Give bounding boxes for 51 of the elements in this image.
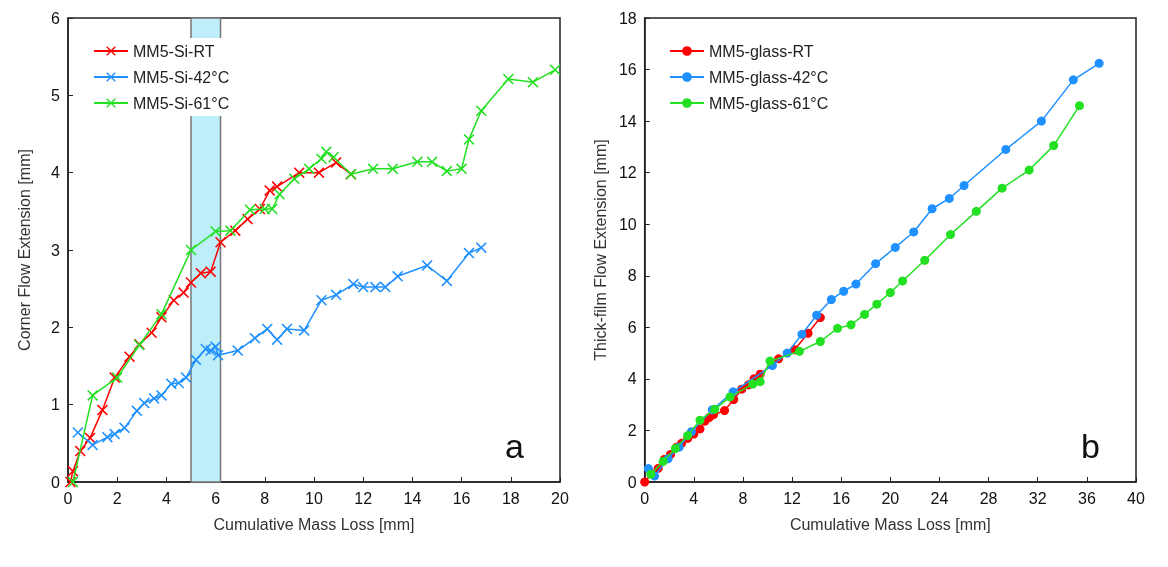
y-tick-label: 6 [627,318,637,336]
x-axis-title: Cumulative Mass Loss [mm] [213,515,415,533]
y-axis-title: Thick-film Flow Extension [mm] [591,139,609,361]
x-tick-label: 28 [979,489,998,507]
legend-label: MM5-glass-RT [709,42,814,60]
y-tick-label: 1 [51,396,61,414]
y-tick-label: 0 [627,473,637,491]
x-tick-label: 36 [1077,489,1096,507]
x-tick-label: 20 [551,489,569,507]
y-tick-label: 6 [51,9,61,27]
y-tick-label: 5 [51,86,61,104]
annotation: a [505,427,525,465]
annotation: b [1081,427,1101,465]
x-tick-label: 4 [689,489,699,507]
x-tick-label: 40 [1127,489,1145,507]
y-tick-label: 18 [618,9,637,27]
x-tick-label: 16 [452,489,471,507]
x-axis-title: Cumulative Mass Loss [mm] [789,515,991,533]
y-tick-label: 3 [51,241,61,259]
x-tick-label: 18 [501,489,520,507]
x-tick-label: 24 [930,489,949,507]
x-tick-label: 14 [403,489,422,507]
x-tick-label: 0 [63,489,73,507]
legend-label: MM5-glass-42°C [709,68,829,86]
x-tick-label: 16 [832,489,851,507]
y-tick-label: 16 [618,61,637,79]
x-tick-label: 8 [738,489,748,507]
y-tick-label: 14 [618,112,637,130]
x-tick-label: 2 [112,489,122,507]
y-axis-title: Corner Flow Extension [mm] [15,149,33,351]
y-tick-label: 2 [627,421,637,439]
y-tick-label: 0 [51,473,61,491]
y-tick-label: 12 [618,164,637,182]
x-tick-label: 12 [783,489,802,507]
legend-label: MM5-Si-42°C [133,68,230,86]
x-tick-label: 6 [211,489,221,507]
y-tick-label: 4 [51,164,61,182]
y-tick-label: 2 [51,318,61,336]
y-tick-label: 10 [618,215,637,233]
legend-label: MM5-Si-61°C [133,94,230,112]
x-tick-label: 20 [881,489,900,507]
x-tick-label: 4 [161,489,171,507]
x-tick-label: 8 [260,489,270,507]
x-tick-label: 10 [305,489,323,507]
x-tick-label: 12 [354,489,373,507]
y-tick-label: 8 [627,267,637,285]
y-tick-label: 4 [627,370,637,388]
x-tick-label: 32 [1028,489,1047,507]
x-tick-label: 0 [640,489,650,507]
legend-label: MM5-glass-61°C [709,94,829,112]
legend-label: MM5-Si-RT [133,42,215,60]
